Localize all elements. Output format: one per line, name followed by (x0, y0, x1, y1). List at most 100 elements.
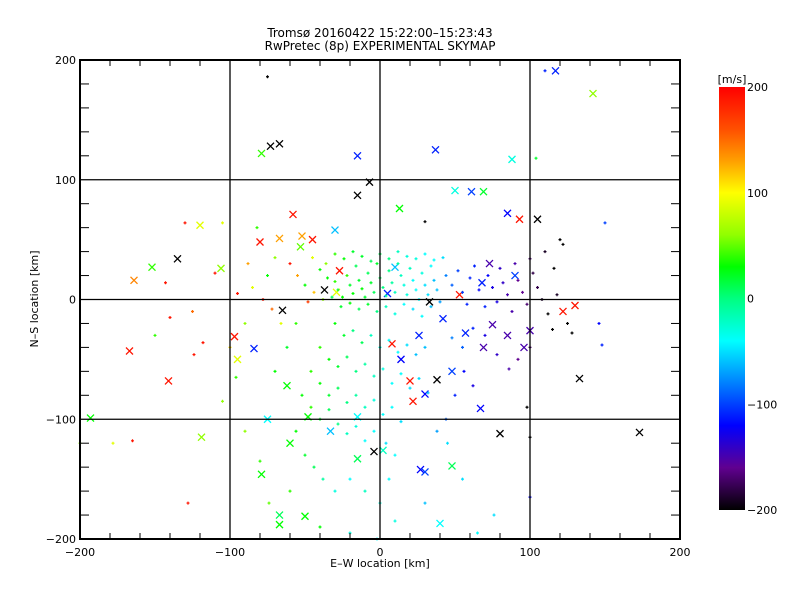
dot-marker (321, 477, 325, 481)
dot-marker (426, 391, 430, 395)
dot-marker (326, 276, 329, 280)
dot-marker (600, 343, 604, 347)
dot-marker (414, 257, 418, 261)
dot-marker (345, 432, 349, 436)
cross-marker (439, 314, 447, 323)
cross-marker (308, 235, 317, 244)
dot-marker (363, 439, 367, 443)
x-tick-label: 0 (377, 546, 384, 559)
dot-marker (507, 367, 511, 371)
cross-marker (275, 234, 284, 243)
dot-marker (384, 294, 388, 298)
dot-marker (465, 302, 469, 306)
dot-marker (387, 477, 391, 481)
dot-marker (296, 274, 299, 278)
dot-marker (336, 288, 340, 292)
dot-marker (351, 250, 355, 254)
grid-lines (80, 60, 680, 539)
dot-marker (476, 531, 479, 535)
cross-marker (461, 329, 470, 337)
dot-marker (396, 250, 400, 254)
dot-marker (303, 283, 307, 287)
x-tick-label: 200 (670, 546, 691, 559)
dot-marker (423, 252, 427, 256)
dot-marker (417, 377, 421, 381)
dot-marker (492, 513, 496, 517)
dot-marker (243, 321, 247, 325)
dot-marker (495, 353, 499, 357)
cross-marker (370, 447, 378, 456)
dot-marker (330, 295, 334, 299)
dot-marker (551, 327, 554, 331)
dot-marker (372, 290, 376, 294)
dot-marker (339, 305, 343, 309)
cross-marker (217, 264, 225, 273)
dot-marker (327, 357, 331, 361)
cross-marker (130, 276, 138, 285)
dot-marker (393, 519, 397, 523)
dot-marker (348, 301, 352, 305)
cross-marker (478, 278, 486, 287)
dot-marker (516, 278, 520, 282)
dot-marker (285, 345, 289, 349)
cross-marker (275, 520, 284, 529)
dot-marker (288, 262, 292, 266)
dot-marker (363, 362, 367, 366)
dot-marker (341, 295, 344, 299)
colorbar-tick-label: 100 (747, 187, 768, 200)
dot-marker (566, 321, 569, 325)
cross-marker (559, 307, 567, 316)
cross-marker (125, 347, 134, 355)
dot-marker (213, 271, 217, 275)
y-tick-labels: −200 −100 0 100 200 (46, 54, 76, 546)
dot-marker (450, 283, 454, 287)
cross-marker (296, 242, 305, 251)
dot-marker (131, 439, 134, 443)
dot-marker (333, 489, 337, 493)
cross-marker (256, 238, 264, 246)
cross-marker (391, 263, 399, 272)
cross-marker (406, 376, 414, 385)
dot-marker (381, 367, 385, 371)
cross-marker (467, 187, 476, 196)
dot-marker (510, 309, 514, 313)
dot-marker (381, 412, 385, 416)
dot-marker (402, 283, 406, 287)
cross-marker (266, 142, 275, 151)
dot-marker (525, 302, 529, 306)
dot-marker (423, 345, 427, 349)
dot-marker (423, 283, 427, 287)
colorbar-tick-label: −100 (747, 398, 777, 411)
dot-marker (531, 271, 535, 275)
dot-marker (387, 257, 391, 261)
dot-marker (318, 381, 322, 385)
dot-marker (363, 489, 367, 493)
dot-marker (357, 307, 361, 311)
dot-marker (266, 75, 269, 79)
dot-marker (354, 264, 358, 268)
dot-marker (309, 369, 313, 373)
dot-marker (483, 305, 487, 309)
dot-marker (471, 326, 475, 330)
dot-marker (348, 283, 352, 287)
dot-marker (327, 393, 331, 397)
cross-marker (173, 254, 182, 263)
dot-marker (411, 278, 415, 282)
cross-marker (635, 428, 644, 437)
y-tick-label: 0 (69, 294, 76, 307)
dot-marker (372, 398, 376, 402)
dot-marker (516, 357, 520, 361)
dot-marker (236, 292, 239, 296)
colorbar-label: [m/s] (718, 73, 747, 86)
dot-marker (486, 274, 490, 278)
dot-marker (597, 321, 601, 325)
dot-marker (303, 453, 307, 457)
cross-marker (433, 375, 441, 384)
dot-marker (270, 307, 274, 311)
dot-marker (294, 321, 298, 325)
dot-marker (354, 393, 358, 397)
dot-marker (273, 256, 277, 260)
dot-marker (402, 302, 406, 306)
dot-marker (393, 453, 397, 457)
x-axis-label: E–W location [km] (330, 557, 430, 570)
